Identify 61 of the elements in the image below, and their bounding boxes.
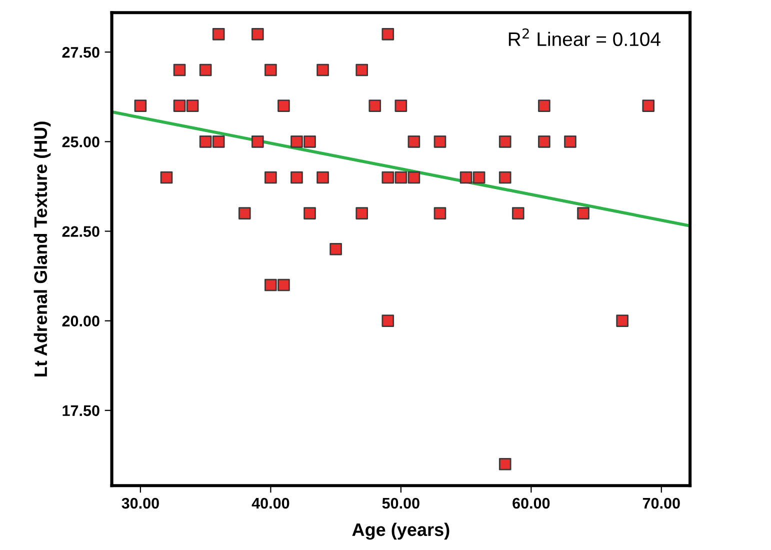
- point: [238, 207, 251, 220]
- point: [264, 64, 277, 76]
- point: [512, 207, 524, 220]
- annotation: R$^{2}$ Linear = 0.104: [508, 28, 660, 46]
- point: [290, 171, 303, 184]
- y-tick-label: 27.50: [62, 46, 100, 58]
- point: [173, 100, 186, 112]
- point: [498, 171, 512, 184]
- point: [498, 135, 512, 148]
- point: [199, 135, 212, 148]
- y-tick-label: 17.50: [62, 405, 100, 416]
- point: [577, 207, 590, 220]
- point: [460, 171, 472, 184]
- y-tick-label: 22.50: [62, 226, 100, 237]
- point: [498, 458, 512, 470]
- point: [212, 135, 225, 148]
- x-tick-label: 50.00: [382, 498, 420, 509]
- point: [160, 171, 173, 184]
- point: [368, 100, 382, 112]
- point: [304, 207, 316, 220]
- point: [434, 135, 446, 148]
- point: [186, 100, 199, 112]
- point: [616, 314, 628, 327]
- point: [434, 207, 446, 220]
- point: [134, 100, 147, 112]
- point: [264, 278, 277, 292]
- point: [278, 100, 290, 112]
- point: [212, 28, 225, 40]
- point: [382, 28, 394, 40]
- point: [251, 135, 264, 148]
- point: [264, 171, 277, 184]
- x-tick-label: 70.00: [642, 498, 680, 509]
- point: [642, 100, 655, 112]
- point: [472, 171, 486, 184]
- point: [304, 135, 316, 148]
- point: [538, 135, 550, 148]
- x-tick-label: 60.00: [512, 498, 550, 509]
- point: [382, 171, 394, 184]
- point: [316, 171, 329, 184]
- point: [394, 171, 408, 184]
- point: [538, 100, 550, 112]
- point: [408, 135, 420, 148]
- point: [278, 278, 290, 292]
- point: [330, 242, 342, 256]
- point: [356, 64, 368, 76]
- point: [251, 28, 264, 40]
- x-tick-label: 40.00: [252, 498, 290, 509]
- point: [199, 64, 212, 76]
- x-axis-title: Age (years): [352, 522, 450, 540]
- point: [356, 207, 368, 220]
- point: [408, 171, 420, 184]
- point: [173, 64, 186, 76]
- x-tick-label: 30.00: [122, 498, 159, 509]
- y-tick-label: 20.00: [62, 316, 100, 327]
- point: [564, 135, 576, 148]
- point: [316, 64, 329, 76]
- y-tick-label: 25.00: [62, 136, 100, 148]
- point: [290, 135, 303, 148]
- y-axis-title: Lt Adrenal Gland Texture (HU): [34, 122, 51, 376]
- point: [394, 100, 408, 112]
- point: [382, 314, 394, 327]
